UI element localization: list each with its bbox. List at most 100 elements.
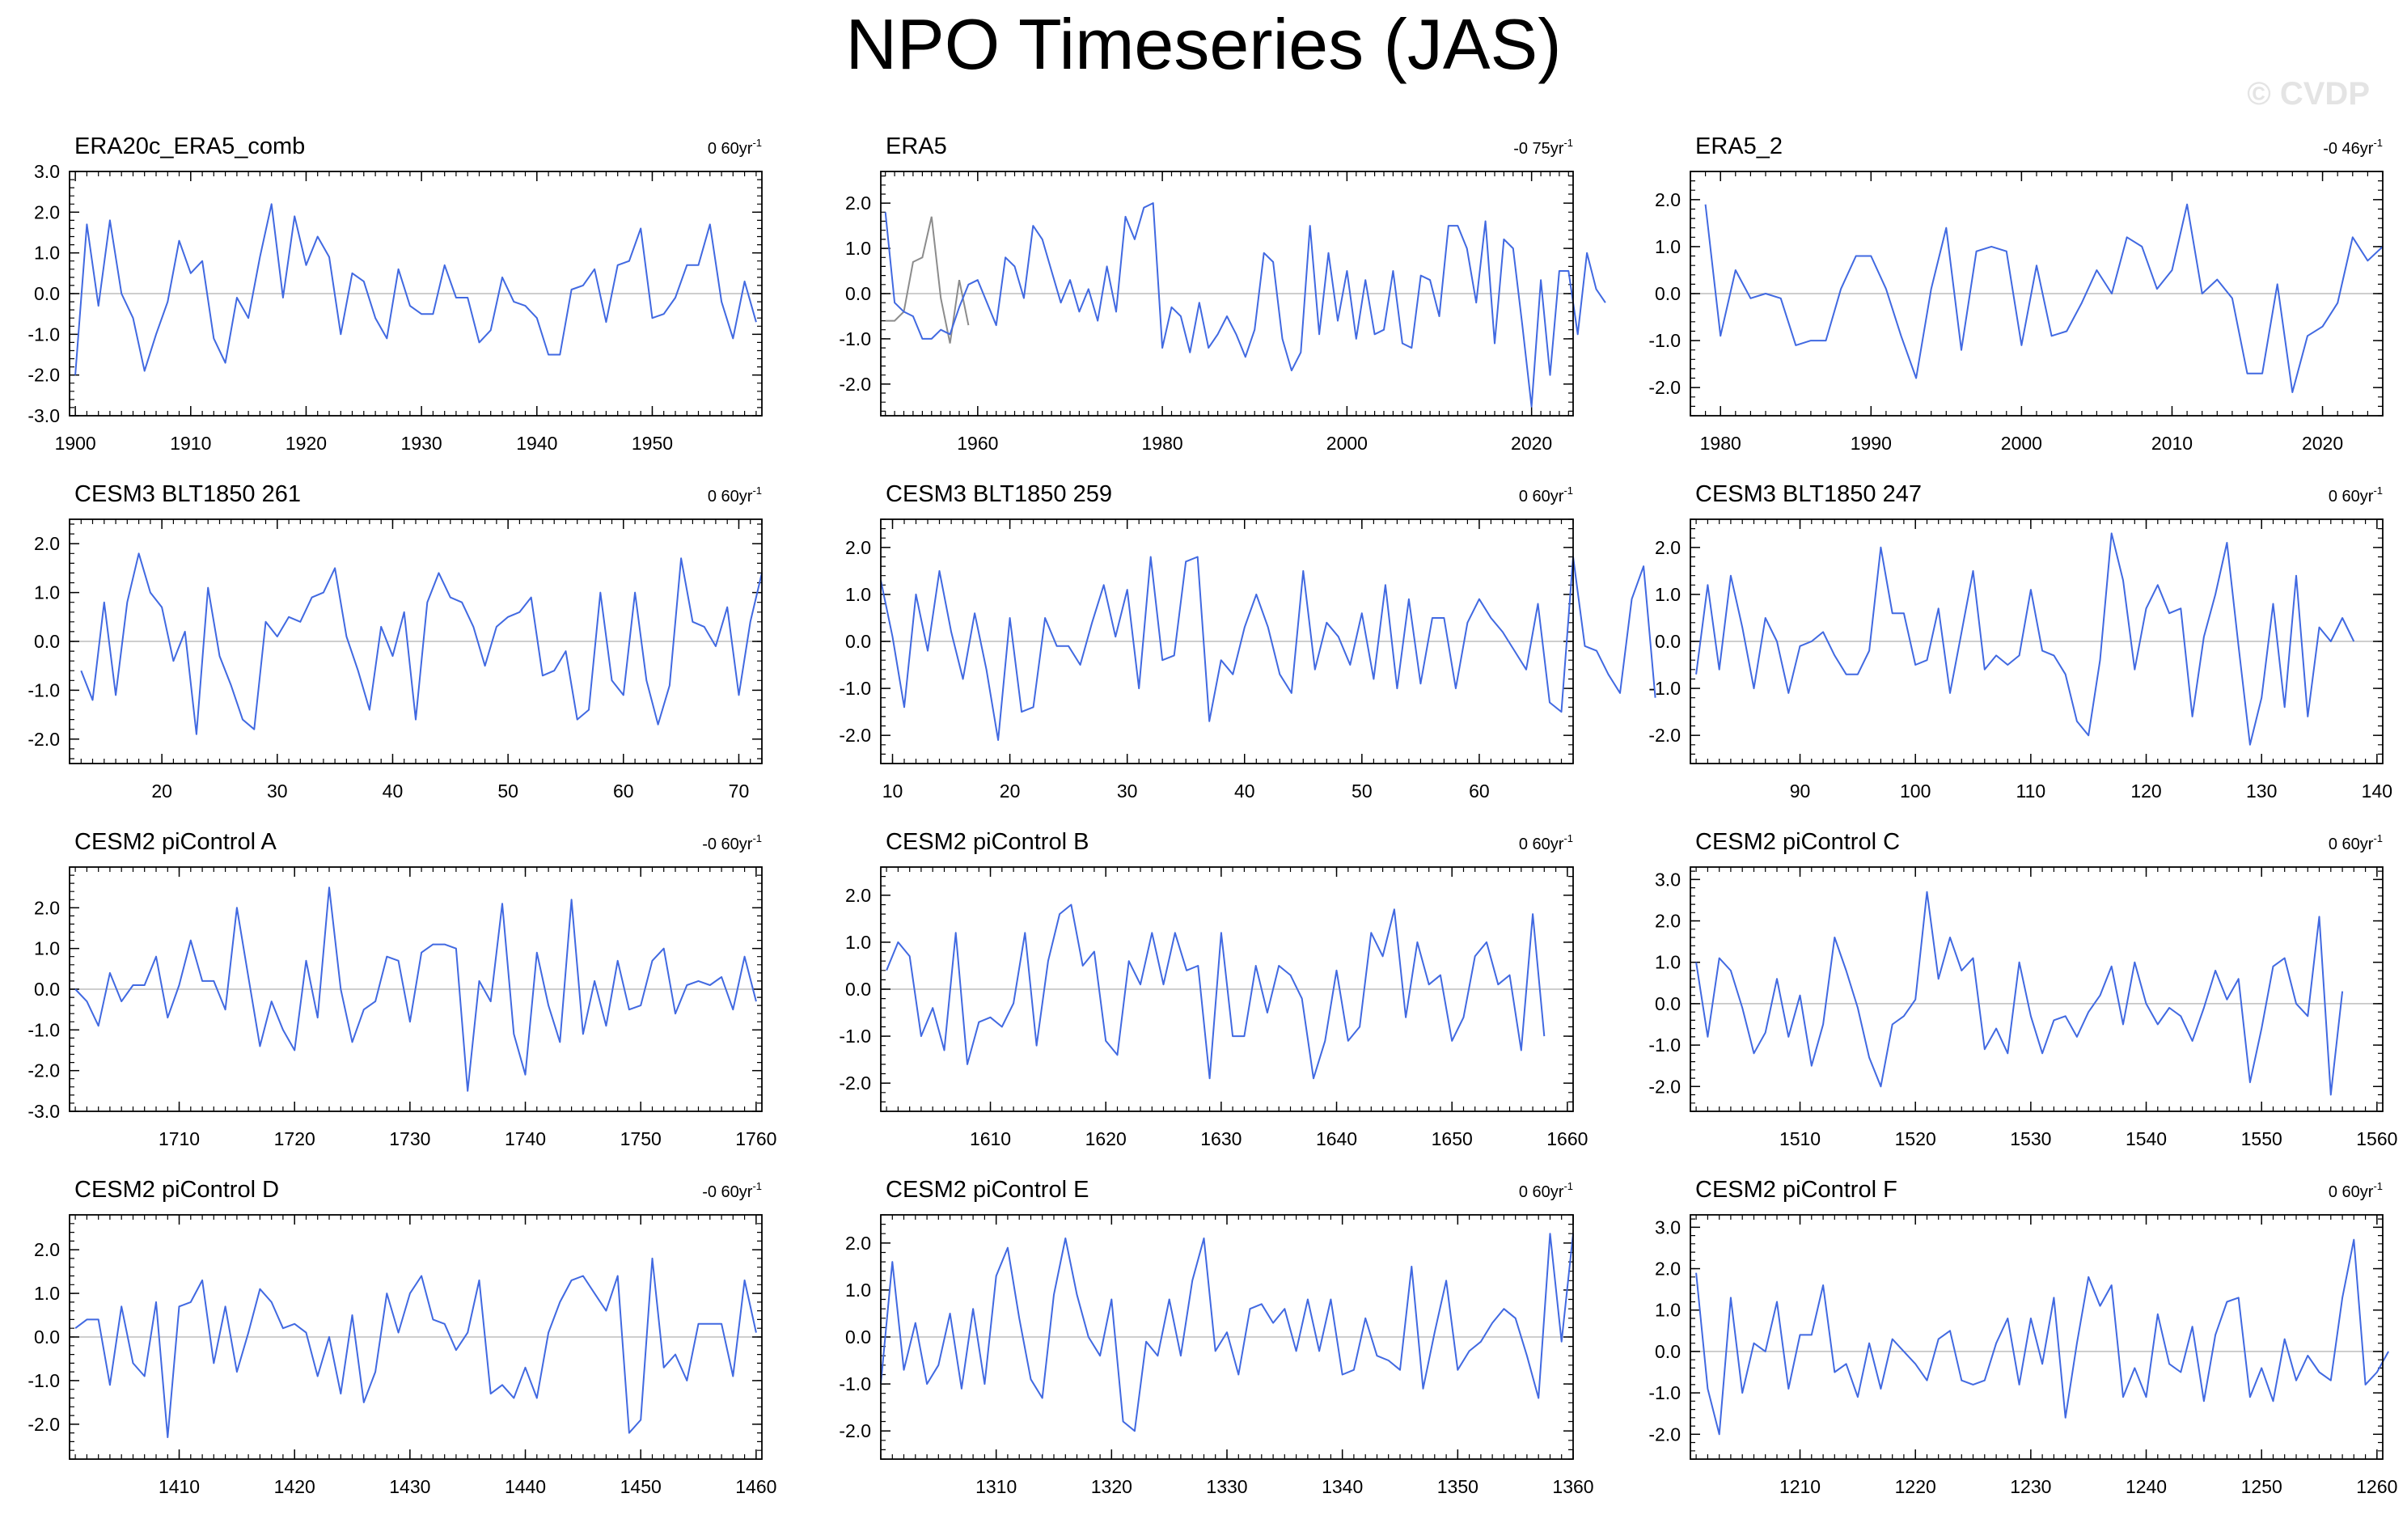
trend-value: -0 60yr [702, 836, 753, 853]
x-tick-label: 1980 [1700, 433, 1741, 454]
x-tick-label: 1740 [505, 1128, 546, 1149]
trend-value: -0 46yr [2323, 140, 2374, 158]
x-tick-label: 1930 [401, 433, 442, 454]
x-tick-label: 1650 [1432, 1128, 1473, 1149]
minor-x-ticks [74, 867, 757, 1111]
series-line [1704, 203, 2384, 393]
x-tick-label: 1920 [286, 433, 327, 454]
trend-label: -0 75yr-1 [1513, 137, 1573, 158]
x-tick-label: 1730 [389, 1128, 430, 1149]
x-tick-label: 1340 [1322, 1476, 1363, 1497]
trend-exponent: -1 [752, 832, 762, 844]
panel-title: ERA5 [886, 133, 947, 159]
y-tick-label: 0.0 [34, 1326, 60, 1348]
trend-label: 0 60yr-1 [1519, 832, 1573, 853]
panel-title: CESM2 piControl D [74, 1177, 279, 1203]
panel-3: ERA5_2 -0 46yr-1 1980 1990 2000 2010 2020 -2.0 -… [1648, 133, 2384, 454]
x-tick-label: 1990 [1851, 433, 1892, 454]
x-tick-label: 1350 [1437, 1476, 1478, 1497]
y-tick-label: 0.0 [845, 1326, 871, 1348]
x-tick-label: 1550 [2241, 1128, 2282, 1149]
y-tick-label: -2.0 [1648, 377, 1681, 398]
y-tick-label: 2.0 [34, 897, 60, 918]
panel-2: ERA5 -0 75yr-1 1960 1980 2000 2020 -2.0 -1.0 0.0… [839, 133, 1606, 454]
plot-frame [1690, 171, 2384, 417]
x-tick-label: 1360 [1552, 1476, 1593, 1497]
y-tick-label: 0.0 [34, 979, 60, 1000]
x-tick-label: 1910 [170, 433, 211, 454]
y-tick-label: 3.0 [1655, 1216, 1681, 1238]
x-tick-label: 90 [1790, 781, 1811, 802]
series-line [880, 1233, 1574, 1432]
series-line [884, 202, 1606, 408]
series-line [80, 552, 763, 735]
trend-label: -0 60yr-1 [702, 1180, 762, 1201]
panel-title: CESM2 piControl C [1695, 829, 1900, 855]
panel-title: CESM2 piControl E [886, 1177, 1089, 1203]
x-tick-label: 1940 [516, 433, 557, 454]
panel-title: CESM2 piControl B [886, 829, 1089, 855]
y-tick-label: 1.0 [1655, 952, 1681, 973]
x-tick-label: 1540 [2126, 1128, 2167, 1149]
x-tick-label: 1210 [1779, 1476, 1821, 1497]
y-tick-label: -2.0 [1648, 1076, 1681, 1097]
panel-title: CESM3 BLT1850 247 [1695, 481, 1922, 507]
y-tick-label: 1.0 [1655, 584, 1681, 605]
y-tick-label: -2.0 [1648, 725, 1681, 746]
x-tick-label: 1900 [55, 433, 96, 454]
trend-label: 0 60yr-1 [2329, 1180, 2383, 1201]
y-tick-label: -3.0 [27, 1101, 60, 1122]
y-tick-label: 2.0 [34, 1239, 60, 1260]
plot-frame [69, 171, 763, 417]
x-tick-label: 1660 [1546, 1128, 1588, 1149]
plot-frame [1690, 518, 2384, 764]
panel-title: CESM3 BLT1850 261 [74, 481, 301, 507]
y-tick-label: 1.0 [845, 584, 871, 605]
x-tick-label: 1520 [1895, 1128, 1936, 1149]
y-tick-label: 2.0 [34, 201, 60, 222]
x-tick-label: 1510 [1779, 1128, 1821, 1149]
x-tick-label: 110 [2016, 781, 2046, 802]
trend-value: 0 60yr [1519, 836, 1564, 853]
plot-frame [880, 171, 1574, 417]
x-tick-label: 1610 [970, 1128, 1011, 1149]
x-tick-label: 1260 [2356, 1476, 2397, 1497]
y-tick-label: 0.0 [845, 283, 871, 304]
x-tick-label: 1420 [274, 1476, 315, 1497]
x-tick-label: 1440 [505, 1476, 546, 1497]
x-tick-label: 1630 [1200, 1128, 1242, 1149]
trend-label: -0 46yr-1 [2323, 137, 2383, 158]
y-tick-label: 1.0 [34, 582, 60, 603]
x-tick-label: 1450 [620, 1476, 662, 1497]
x-tick-label: 1410 [159, 1476, 200, 1497]
plot-frame [1690, 1214, 2384, 1460]
y-tick-label: 1.0 [1655, 1300, 1681, 1321]
trend-value: 0 60yr [2329, 488, 2374, 506]
trend-value: 0 60yr [2329, 836, 2374, 853]
x-tick-label: 140 [2362, 781, 2392, 802]
panel-11: CESM2 piControl E 0 60yr-1 1310 1320 1330 134… [839, 1177, 1593, 1497]
y-tick-label: -1.0 [1648, 1382, 1681, 1403]
trend-exponent: -1 [752, 137, 762, 149]
x-tick-label: 2000 [2001, 433, 2042, 454]
trend-exponent: -1 [2373, 1180, 2383, 1192]
panel-12: CESM2 piControl F 0 60yr-1 1210 1220 1230 124… [1648, 1177, 2397, 1497]
series-line [1695, 891, 2344, 1096]
y-tick-label: 1.0 [1655, 236, 1681, 257]
y-tick-label: 2.0 [845, 192, 871, 214]
y-tick-label: 2.0 [845, 885, 871, 906]
y-tick-label: -1.0 [839, 1373, 871, 1394]
panel-5: CESM3 BLT1850 259 0 60yr-1 10 20 30 40 50 60 -2.… [839, 481, 1656, 802]
y-tick-label: -2.0 [27, 1060, 60, 1081]
x-tick-label: 2020 [1511, 433, 1552, 454]
y-tick-label: -1.0 [839, 1026, 871, 1047]
x-tick-label: 130 [2246, 781, 2277, 802]
y-tick-label: 0.0 [34, 283, 60, 304]
x-tick-label: 20 [151, 781, 172, 802]
panel-1: ERA20c_ERA5_comb 0 60yr-1 1900 1910 1920 1930… [27, 133, 763, 454]
trend-exponent: -1 [2373, 137, 2383, 149]
x-tick-label: 1250 [2241, 1476, 2282, 1497]
panel-title: CESM3 BLT1850 259 [886, 481, 1112, 507]
trend-exponent: -1 [1563, 137, 1573, 149]
x-tick-label: 20 [1000, 781, 1021, 802]
